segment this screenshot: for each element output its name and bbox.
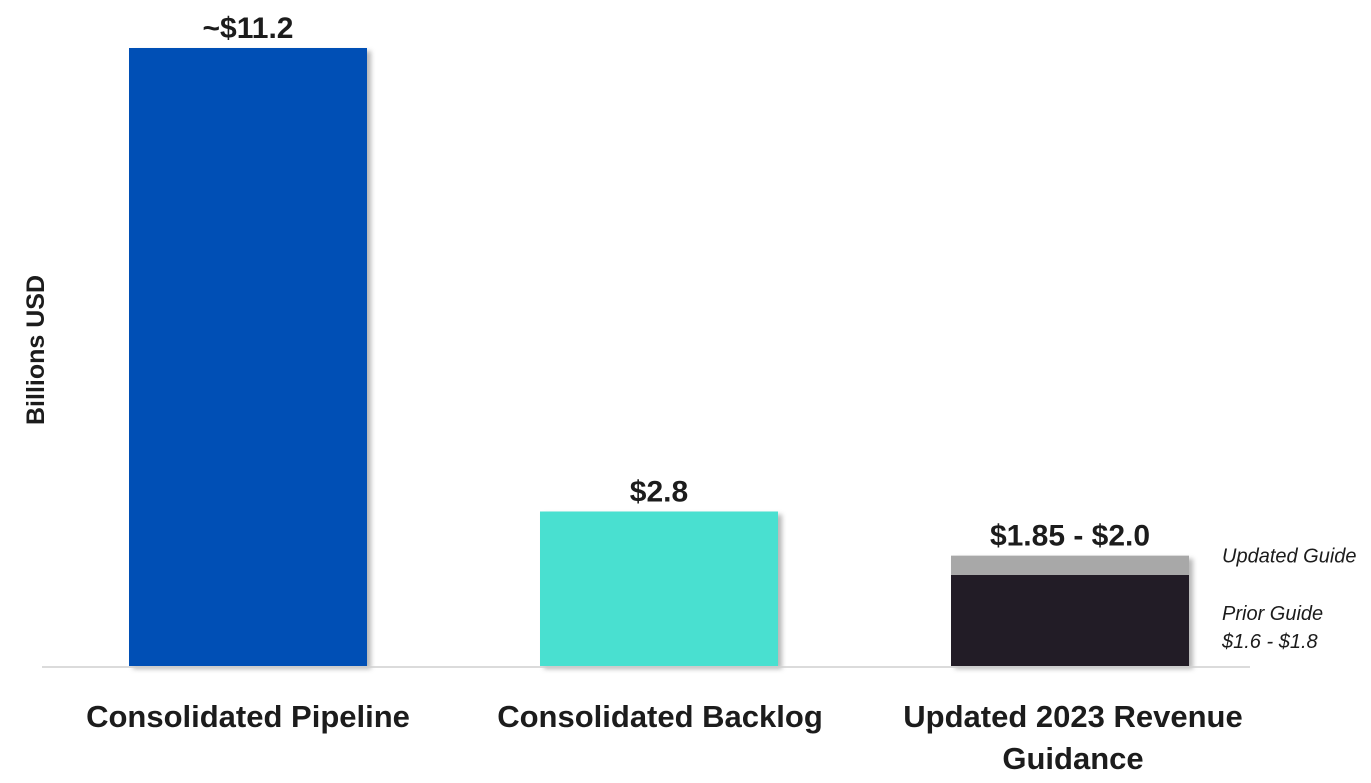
bar-updated-2023-revenue-guidance (951, 555, 1189, 666)
bar-segment (951, 574, 1189, 666)
annotation-label: $1.6 - $1.8 (1221, 631, 1318, 653)
bar-segment (129, 48, 367, 666)
x-tick-label: Consolidated Pipeline (86, 699, 410, 734)
data-label: $2.8 (630, 476, 688, 509)
annotation-label: Prior Guide (1222, 603, 1323, 625)
y-axis-label: Billions USD (22, 275, 50, 425)
x-tick-label: Consolidated Backlog (497, 699, 823, 734)
data-label: $1.85 - $2.0 (990, 520, 1150, 553)
bar-consolidated-backlog (540, 511, 778, 666)
bar-segment (951, 555, 1189, 575)
annotation-label: Updated Guide (1222, 545, 1357, 567)
bar-consolidated-pipeline (129, 48, 367, 666)
x-tick-label: Updated 2023 Revenue (903, 699, 1242, 734)
bar-segment (540, 511, 778, 666)
x-tick-label: Guidance (1002, 741, 1143, 776)
data-label: ~$11.2 (203, 12, 294, 45)
